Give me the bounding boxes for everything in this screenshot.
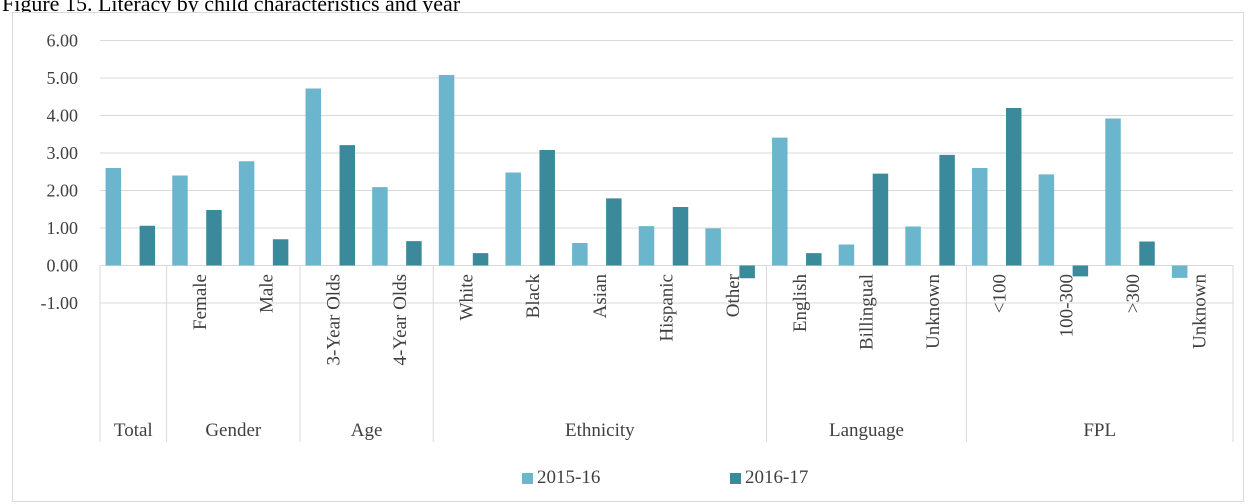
bar-2015-16-5 (438, 75, 455, 266)
legend-swatch-2016-17 (730, 472, 741, 484)
legend-item-2015-16: 2015-16 (522, 466, 600, 490)
bar-2015-16-11 (838, 244, 855, 266)
bar-2015-16-0 (105, 168, 122, 266)
category-label: Asian (590, 274, 611, 319)
bar-2015-16-1 (172, 175, 188, 266)
group-label: Age (351, 420, 383, 441)
group-label: Gender (205, 420, 262, 441)
category-label: English (790, 274, 811, 333)
bar-2015-16-10 (772, 137, 788, 266)
bar-2016-17-12 (939, 154, 955, 266)
bar-2015-16-15 (1105, 118, 1121, 266)
category-label: Black (523, 274, 544, 319)
y-tick-label: 1.00 (47, 218, 79, 238)
y-tick-label: 3.00 (47, 143, 79, 163)
bar-2015-16-3 (305, 88, 322, 266)
bar-2016-17-8 (672, 207, 689, 266)
y-tick-label: 5.00 (47, 68, 79, 88)
legend-label-2016-17: 2016-17 (745, 467, 809, 488)
bar-2015-16-14 (1038, 174, 1055, 266)
y-tick-label: 6.00 (47, 31, 79, 51)
bar-2016-17-0 (139, 225, 156, 266)
bar-2015-16-7 (572, 243, 588, 266)
category-label: Female (190, 274, 211, 330)
legend-swatch-2015-16 (522, 472, 533, 484)
bar-2015-16-2 (238, 161, 255, 266)
bar-2016-17-13 (1005, 108, 1022, 266)
bar-2016-17-9 (739, 265, 755, 279)
bar-2015-16-6 (505, 172, 521, 266)
y-tick-label: 4.00 (47, 106, 79, 126)
legend: 2015-16 2016-17 (0, 466, 1248, 492)
y-tick-label: -1.00 (41, 293, 79, 313)
bar-2016-17-7 (606, 198, 622, 266)
category-label: Unknown (923, 274, 944, 349)
category-label: >300 (1123, 274, 1144, 313)
bar-2016-17-14 (1072, 265, 1089, 277)
group-label: Ethnicity (565, 420, 635, 441)
bar-2016-17-1 (206, 210, 222, 266)
legend-item-2016-17: 2016-17 (730, 466, 808, 490)
bar-2016-17-10 (806, 253, 822, 266)
category-label: 100-300 (1056, 274, 1077, 337)
bar-2016-17-5 (472, 253, 489, 266)
bar-2016-17-2 (272, 239, 289, 266)
category-label: Hispanic (657, 274, 678, 342)
bar-2016-17-4 (406, 241, 422, 266)
y-tick-label: 2.00 (47, 181, 79, 201)
category-label: White (457, 274, 478, 320)
category-label: Other (723, 273, 744, 317)
bar-2015-16-9 (705, 228, 721, 266)
category-label: 3-Year Olds (323, 274, 344, 365)
y-tick-label: 0.00 (47, 256, 79, 276)
bar-2015-16-16 (1171, 265, 1188, 278)
group-label: Language (829, 420, 904, 441)
category-label: <100 (990, 274, 1011, 313)
legend-label-2015-16: 2015-16 (537, 467, 601, 488)
bar-2015-16-12 (905, 226, 921, 266)
group-label: FPL (1083, 420, 1116, 441)
category-label: Male (257, 274, 278, 313)
bar-2016-17-3 (339, 145, 356, 266)
category-label: 4-Year Olds (390, 274, 411, 365)
bar-2015-16-13 (971, 168, 988, 266)
bar-2016-17-15 (1139, 241, 1155, 266)
bar-2015-16-4 (372, 187, 388, 266)
category-label: Unknown (1190, 274, 1211, 349)
bar-2016-17-11 (872, 173, 889, 266)
category-label: Billingual (856, 274, 877, 350)
bar-2016-17-6 (539, 150, 555, 266)
bar-2015-16-8 (638, 226, 655, 266)
group-label: Total (114, 420, 153, 441)
